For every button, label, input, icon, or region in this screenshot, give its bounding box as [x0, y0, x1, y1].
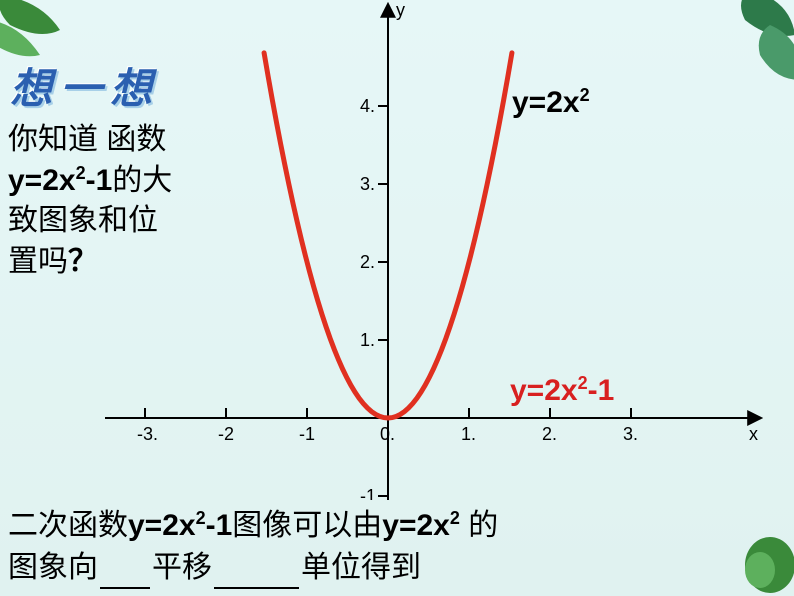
svg-text:-1: -1 — [299, 424, 315, 444]
svg-text:1.: 1. — [360, 330, 375, 350]
bt-f1sup: 2 — [196, 508, 206, 528]
bt-f1b: -1 — [206, 509, 233, 542]
bt-post: 的 — [460, 509, 498, 542]
fill-blank-direction — [100, 587, 150, 589]
svg-text:4.: 4. — [360, 96, 375, 116]
svg-text:-3.: -3. — [137, 424, 158, 444]
svg-text:x: x — [749, 424, 758, 444]
bt-f2a: y=2x — [382, 509, 450, 542]
equation-y2x2-1: y=2x2-1 — [510, 373, 614, 408]
q-mark: ？ — [68, 245, 98, 278]
q-fn-base: y=2x — [8, 164, 76, 197]
svg-text:-2: -2 — [218, 424, 234, 444]
bt-pre: 二次函数 — [8, 509, 128, 542]
conclusion-text: 二次函数y=2x2-1图像可以由y=2x2 的 图象向平移单位得到 — [8, 505, 788, 589]
bt-mid: 图像可以由 — [232, 509, 382, 542]
fill-blank-units — [214, 587, 299, 589]
svg-text:2.: 2. — [542, 424, 557, 444]
svg-text:2.: 2. — [360, 252, 375, 272]
svg-text:1.: 1. — [461, 424, 476, 444]
bt-l2b: 平移 — [152, 551, 212, 584]
svg-text:3.: 3. — [360, 174, 375, 194]
bt-l2c: 单位得到 — [301, 551, 421, 584]
svg-text:-1: -1 — [360, 486, 376, 500]
bt-f2sup: 2 — [450, 508, 460, 528]
q-fn-sup: 2 — [76, 163, 86, 183]
bt-l2a: 图象向 — [8, 551, 98, 584]
svg-text:y: y — [396, 0, 405, 20]
svg-text:3.: 3. — [623, 424, 638, 444]
parabola-chart: -3. -2 -1 0. 1. 2. 3. -1 1. 2. 3. 4. y x y=2x2 y=2x2-… — [105, 0, 765, 500]
equation-y2x2: y=2x2 — [512, 85, 590, 120]
chart-svg: -3. -2 -1 0. 1. 2. 3. -1 1. 2. 3. 4. y x — [105, 0, 765, 500]
bt-f1a: y=2x — [128, 509, 196, 542]
svg-text:0.: 0. — [380, 424, 395, 444]
q-line4: 置吗 — [8, 245, 68, 278]
